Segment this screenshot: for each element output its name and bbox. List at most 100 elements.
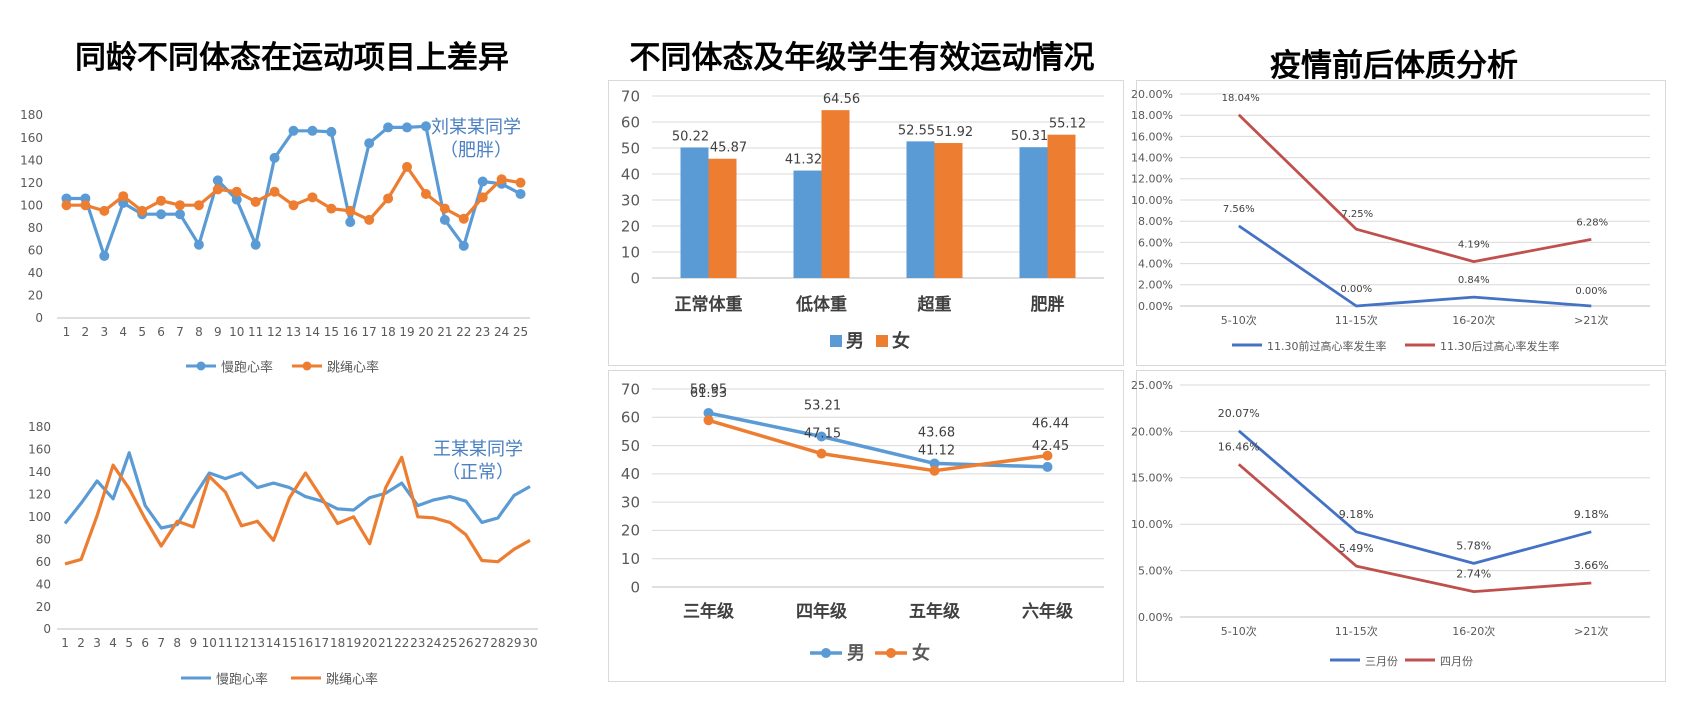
y-tick-label: 140 [20, 153, 43, 167]
x-tick-label: 25 [513, 325, 528, 339]
data-point [383, 122, 394, 133]
data-point [61, 200, 72, 211]
data-point [364, 214, 375, 225]
x-tick-label: 21 [437, 325, 452, 339]
y-tick-label: 60 [621, 113, 640, 131]
x-tick-label: 1 [63, 325, 71, 339]
y-tick-label: 120 [28, 488, 51, 502]
annotation-label: 王某某同学 [433, 439, 523, 460]
x-tick-label: 29 [506, 636, 521, 650]
data-label: 47.15 [804, 427, 841, 442]
x-category-label: 四年级 [796, 601, 847, 622]
bar [821, 110, 850, 278]
x-tick-label: 10 [229, 325, 244, 339]
data-point [439, 203, 450, 214]
panel-grades [608, 370, 1124, 682]
x-tick-label: 17 [362, 325, 377, 339]
data-point [458, 240, 469, 251]
data-point [269, 186, 280, 197]
y-tick-label: 0 [35, 311, 43, 325]
x-category-label: 16-20次 [1452, 624, 1495, 638]
data-point [231, 194, 242, 205]
data-point [477, 192, 488, 203]
data-point [477, 176, 488, 187]
legend-swatch [876, 335, 888, 347]
x-tick-label: 19 [346, 636, 361, 650]
y-tick-label: 14.00% [1131, 151, 1173, 164]
x-category-label: 正常体重 [675, 294, 743, 315]
x-category-label: 三年级 [683, 601, 734, 622]
y-tick-label: 160 [28, 443, 51, 457]
data-point [929, 465, 940, 476]
legend-label: 男 [846, 331, 864, 352]
panel-rate2 [1136, 370, 1666, 682]
data-label: 7.25% [1341, 209, 1373, 220]
x-category-label: 肥胖 [1031, 294, 1065, 315]
data-point [364, 138, 375, 149]
x-tick-label: 9 [214, 325, 222, 339]
x-category-label: 16-20次 [1452, 313, 1495, 327]
data-point [402, 122, 413, 133]
y-tick-label: 70 [621, 380, 640, 398]
legend-label: 跳绳心率 [326, 671, 378, 687]
series-line-2 [708, 418, 1048, 473]
series-line-1 [1238, 224, 1592, 308]
x-tick-label: 14 [305, 325, 320, 339]
x-tick-label: 18 [330, 636, 345, 650]
middle-title: 不同体态及年级学生有效运动情况 [629, 40, 1095, 76]
data-point [288, 125, 299, 136]
series-line-2 [1237, 463, 1592, 593]
annotation-label: （正常） [442, 462, 514, 483]
x-category-label: 六年级 [1022, 601, 1073, 622]
y-tick-label: 40 [36, 577, 51, 591]
y-tick-label: 30 [621, 191, 640, 209]
x-tick-label: 10 [202, 636, 217, 650]
data-label: 0.00% [1575, 286, 1607, 297]
data-point [231, 186, 242, 197]
data-label: 43.68 [918, 425, 955, 440]
data-label: 41.12 [918, 444, 955, 459]
x-category-label: 五年级 [909, 601, 960, 622]
series-line-1 [63, 451, 531, 530]
data-point [326, 203, 337, 214]
bar [906, 141, 935, 278]
data-point [250, 239, 261, 250]
data-point [402, 161, 413, 172]
x-tick-label: 3 [93, 636, 101, 650]
legend-swatch [830, 335, 842, 347]
data-point [99, 250, 110, 261]
data-label: 50.31 [1011, 129, 1048, 144]
y-tick-label: 180 [20, 108, 43, 122]
data-point [174, 200, 185, 211]
data-point [288, 200, 299, 211]
y-tick-label: 18.00% [1131, 109, 1173, 122]
x-tick-label: 23 [475, 325, 490, 339]
y-tick-label: 40 [621, 165, 640, 183]
data-label: 20.07% [1218, 407, 1260, 420]
right-title: 疫情前后体质分析 [1270, 48, 1518, 84]
data-label: 9.18% [1339, 508, 1374, 521]
y-tick-label: 25.00% [1131, 379, 1173, 392]
data-point [345, 205, 356, 216]
x-tick-label: 26 [458, 636, 473, 650]
x-tick-label: 12 [267, 325, 282, 339]
legend-marker [302, 361, 312, 371]
y-tick-label: 140 [28, 465, 51, 479]
series-line-2 [64, 455, 531, 566]
bar [680, 147, 709, 278]
data-point [345, 217, 356, 228]
data-point [193, 200, 204, 211]
data-label: 18.04% [1222, 93, 1260, 104]
x-tick-label: 16 [343, 325, 358, 339]
legend-label: 男 [847, 643, 865, 664]
legend-marker [886, 648, 896, 658]
data-point [515, 188, 526, 199]
y-tick-label: 70 [621, 87, 640, 105]
y-tick-label: 15.00% [1131, 472, 1173, 485]
x-category-label: 低体重 [795, 294, 847, 315]
y-tick-label: 50 [621, 139, 640, 157]
data-label: 9.18% [1574, 508, 1609, 521]
data-point [703, 407, 714, 418]
panel-rate1 [1136, 80, 1666, 366]
x-tick-label: 21 [378, 636, 393, 650]
